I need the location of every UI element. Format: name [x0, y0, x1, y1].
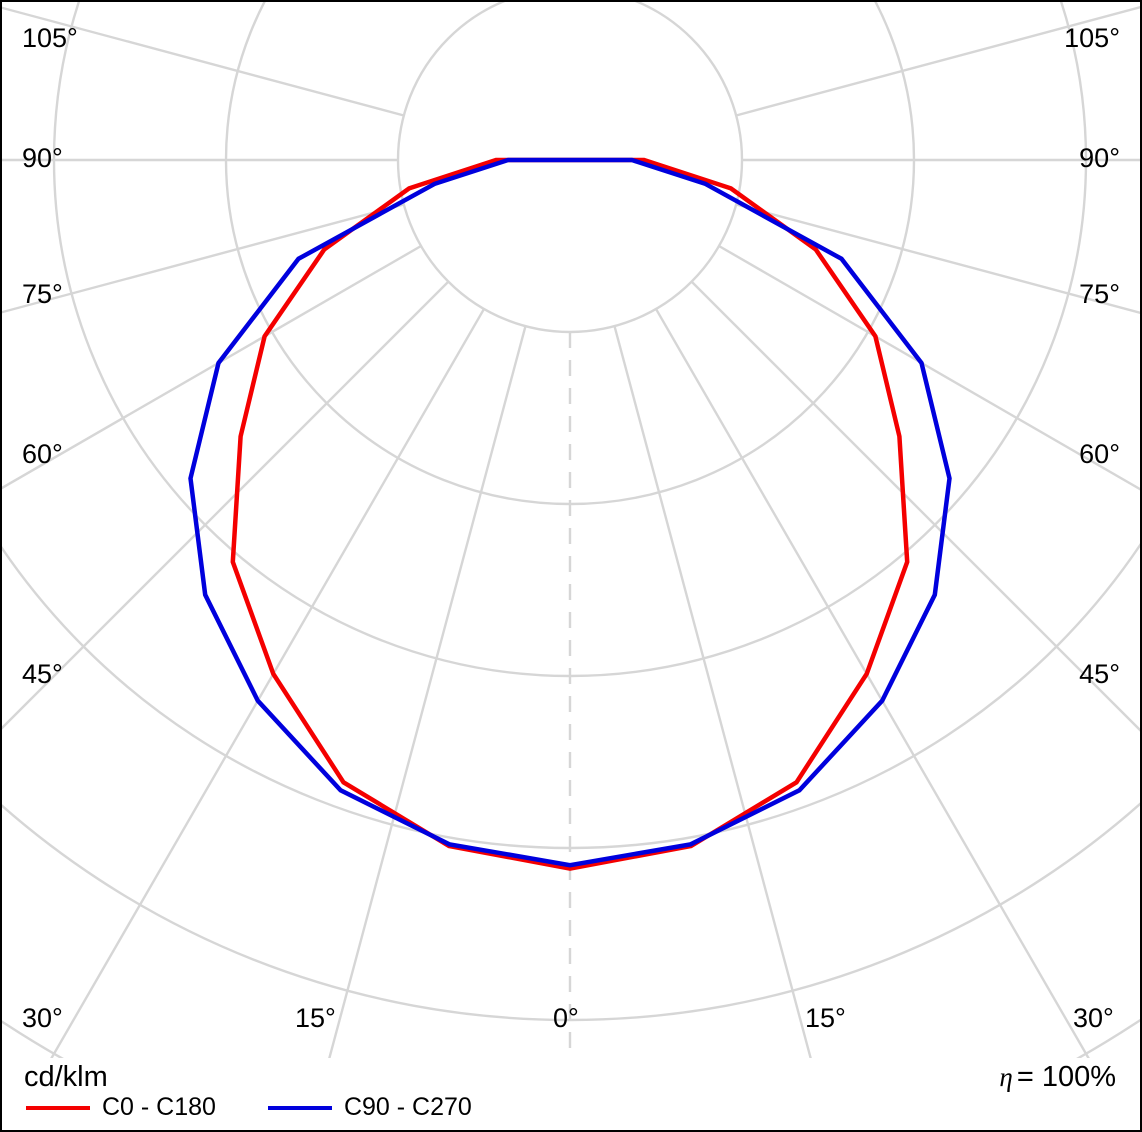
angle-label-right: 90°: [1079, 143, 1120, 173]
angle-label-bottom: 15°: [805, 1003, 846, 1033]
grid-gamma-line: [2, 244, 422, 490]
angle-label-left: 60°: [22, 439, 63, 469]
angle-label-right: 105°: [1064, 23, 1120, 53]
angle-label-bottom: 30°: [1073, 1003, 1114, 1033]
grid-gamma-line: [654, 308, 1090, 1058]
legend-label-c0-c180: C0 - C180: [102, 1093, 216, 1121]
grid-ring: [2, 802, 1140, 1021]
grid-gamma-line: [735, 6, 1140, 117]
grid-gamma-line: [735, 203, 1140, 314]
grid-ring: [396, 2, 744, 334]
efficiency-label: η = 100%: [999, 1061, 1116, 1094]
polar-plot-area: 105° 90° 75° 60° 45° 105° 90° 75° 60° 45° 30° 15° 0°…: [2, 2, 1140, 1060]
legend-item-c90-c270: C90 - C270: [267, 1093, 472, 1122]
angle-label-bottom: 30°: [22, 1003, 63, 1033]
polar-chart-svg: [2, 2, 1140, 1058]
angle-label-bottom: 0°: [553, 1003, 579, 1033]
legend-label-c90-c270: C90 - C270: [343, 1093, 472, 1121]
curve-c90-c270: [188, 157, 952, 868]
grid-gamma-line: [718, 244, 1140, 491]
angle-label-right: 60°: [1079, 439, 1120, 469]
grid-gamma-line: [2, 203, 405, 314]
c0-c180-line-swatch: [26, 1105, 90, 1110]
angle-label-left: 45°: [22, 659, 63, 689]
legend-area: cd/klm η = 100% C0 - C180 C90 - C270: [2, 1058, 1140, 1130]
angle-label-right: 45°: [1079, 659, 1120, 689]
curve-c0-c180: [230, 157, 910, 871]
c90-c270-line-swatch: [267, 1105, 332, 1110]
grid-gamma-line: [2, 6, 405, 117]
legend-item-c0-c180: C0 - C180: [26, 1093, 216, 1122]
grid-gamma-line: [2, 280, 450, 730]
legend: C0 - C180 C90 - C270: [26, 1093, 524, 1122]
polar-grid: [2, 2, 1140, 1058]
angle-label-right: 75°: [1079, 279, 1120, 309]
grid-gamma-line: [613, 325, 812, 1058]
angle-label-bottom: 15°: [295, 1003, 336, 1033]
efficiency-value: = 100%: [1016, 1061, 1116, 1093]
grid-gamma-line: [50, 308, 486, 1058]
grid-gamma-line: [690, 280, 1140, 732]
angle-label-left: 105°: [22, 23, 78, 53]
angle-label-left: 75°: [22, 279, 63, 309]
angle-label-left: 90°: [22, 143, 63, 173]
eta-symbol: η: [999, 1062, 1013, 1092]
units-label: cd/klm: [24, 1061, 108, 1093]
grid-gamma-line: [328, 325, 527, 1058]
